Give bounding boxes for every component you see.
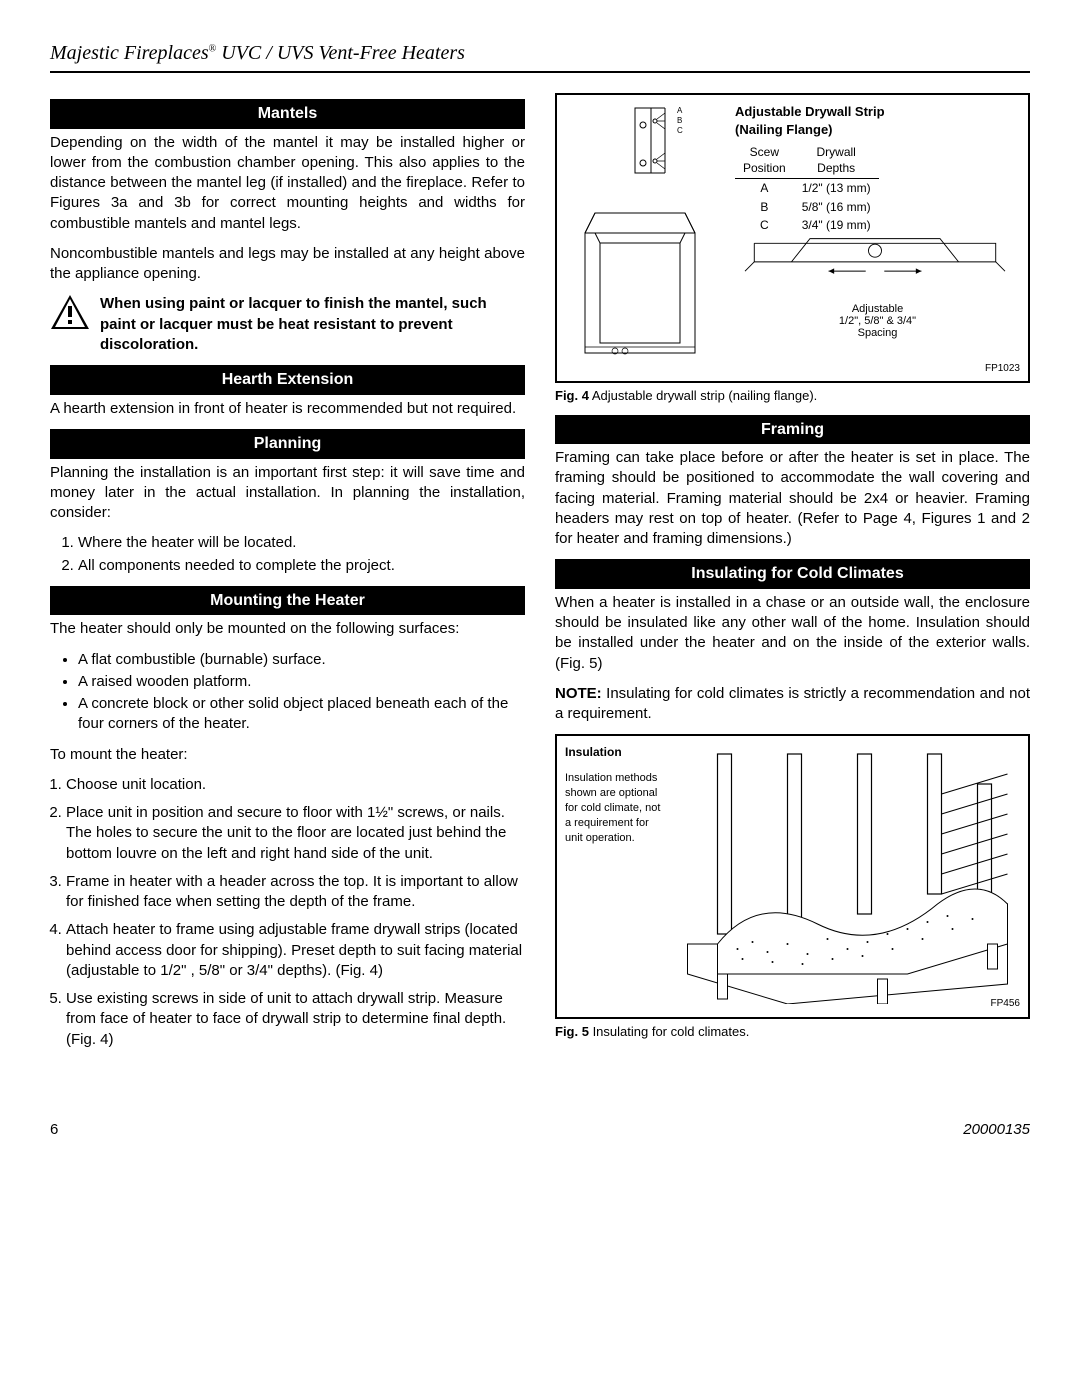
fig5-label: Insulation — [565, 745, 622, 759]
note-text: Insulating for cold climates is strictly… — [555, 685, 1030, 722]
row-b-depth: 5/8" (16 mm) — [794, 198, 879, 216]
fig4-code: FP1023 — [985, 362, 1020, 376]
fig5-code: FP456 — [991, 997, 1020, 1011]
note-bold: NOTE: — [555, 685, 602, 702]
section-insulating-title: Insulating for Cold Climates — [555, 559, 1030, 589]
framing-p1: Framing can take place before or after t… — [555, 448, 1030, 549]
surface-1: A flat combustible (burnable) surface. — [78, 650, 525, 670]
planning-item-2: All components needed to complete the pr… — [78, 556, 525, 576]
warning-text: When using paint or lacquer to finish th… — [100, 294, 525, 355]
depth-table: ScewPosition DrywallDepths A1/2" (13 mm)… — [735, 142, 879, 234]
svg-text:B: B — [677, 116, 682, 125]
mantels-p1: Depending on the width of the mantel it … — [50, 133, 525, 234]
mantels-p2: Noncombustible mantels and legs may be i… — [50, 244, 525, 285]
section-mounting-title: Mounting the Heater — [50, 586, 525, 616]
right-column: A B C — [555, 93, 1030, 1060]
fig5-caption: Fig. 5 Insulating for cold climates. — [555, 1023, 1030, 1041]
content-columns: Mantels Depending on the width of the ma… — [50, 93, 1030, 1060]
page-footer: 6 20000135 — [50, 1120, 1030, 1140]
fig4-caption-bold: Fig. 4 — [555, 388, 589, 403]
mounting-p2: To mount the heater: — [50, 745, 525, 765]
insulating-note: NOTE: Insulating for cold climates is st… — [555, 684, 1030, 725]
left-column: Mantels Depending on the width of the ma… — [50, 93, 525, 1060]
fig4-title2: (Nailing Flange) — [735, 121, 1020, 139]
fig5-caption-text: Insulating for cold climates. — [589, 1024, 749, 1039]
section-hearth-title: Hearth Extension — [50, 365, 525, 395]
mounting-steps: Choose unit location. Place unit in posi… — [50, 775, 525, 1050]
doc-number: 20000135 — [963, 1120, 1030, 1140]
step-4: Attach heater to frame using adjustable … — [66, 920, 525, 981]
section-mantels-title: Mantels — [50, 99, 525, 129]
surface-2: A raised wooden platform. — [78, 672, 525, 692]
step-3: Frame in heater with a header across the… — [66, 872, 525, 913]
row-a-depth: 1/2" (13 mm) — [794, 179, 879, 198]
spacing1: Adjustable — [852, 303, 903, 315]
fig4-caption: Fig. 4 Adjustable drywall strip (nailing… — [555, 387, 1030, 405]
spacing2: 1/2", 5/8" & 3/4" — [839, 315, 916, 327]
brand-name: Majestic Fireplaces — [50, 42, 209, 64]
page-header: Majestic Fireplaces® UVC / UVS Vent-Free… — [50, 40, 1030, 73]
planning-p1: Planning the installation is an importan… — [50, 463, 525, 524]
fig4-caption-text: Adjustable drywall strip (nailing flange… — [589, 388, 817, 403]
product-name: UVC / UVS Vent-Free Heaters — [216, 42, 465, 64]
svg-text:C: C — [677, 126, 683, 135]
insulating-p1: When a heater is installed in a chase or… — [555, 593, 1030, 674]
section-planning-title: Planning — [50, 429, 525, 459]
planning-list: Where the heater will be located. All co… — [50, 533, 525, 576]
step-5: Use existing screws in side of unit to a… — [66, 989, 525, 1050]
col1-header: ScewPosition — [735, 142, 794, 179]
step-1: Choose unit location. — [66, 775, 525, 795]
fig5-caption-bold: Fig. 5 — [555, 1024, 589, 1039]
fig4-diagram: A B C — [565, 103, 725, 367]
warning-block: When using paint or lacquer to finish th… — [50, 294, 525, 355]
row-a-pos: A — [735, 179, 794, 198]
step-2: Place unit in position and secure to flo… — [66, 803, 525, 864]
surface-3: A concrete block or other solid object p… — [78, 694, 525, 735]
fig5-diagram — [675, 744, 1020, 1008]
fig5-note: Insulation methods shown are optional fo… — [565, 771, 665, 845]
figure-4-box: A B C — [555, 93, 1030, 383]
planning-item-1: Where the heater will be located. — [78, 533, 525, 553]
spacing3: Spacing — [858, 327, 898, 339]
section-framing-title: Framing — [555, 415, 1030, 445]
row-b-pos: B — [735, 198, 794, 216]
mounting-surfaces: A flat combustible (burnable) surface. A… — [50, 650, 525, 735]
warning-icon — [50, 294, 90, 330]
row-c-pos: C — [735, 216, 794, 234]
page-number: 6 — [50, 1120, 58, 1140]
col2-header: DrywallDepths — [794, 142, 879, 179]
fig4-rail-diagram — [735, 234, 1015, 299]
fig4-title1: Adjustable Drywall Strip — [735, 103, 1020, 121]
svg-text:A: A — [677, 106, 683, 115]
mounting-p1: The heater should only be mounted on the… — [50, 619, 525, 639]
hearth-p1: A hearth extension in front of heater is… — [50, 399, 525, 419]
figure-5-box: Insulation Insulation methods shown are … — [555, 734, 1030, 1018]
row-c-depth: 3/4" (19 mm) — [794, 216, 879, 234]
